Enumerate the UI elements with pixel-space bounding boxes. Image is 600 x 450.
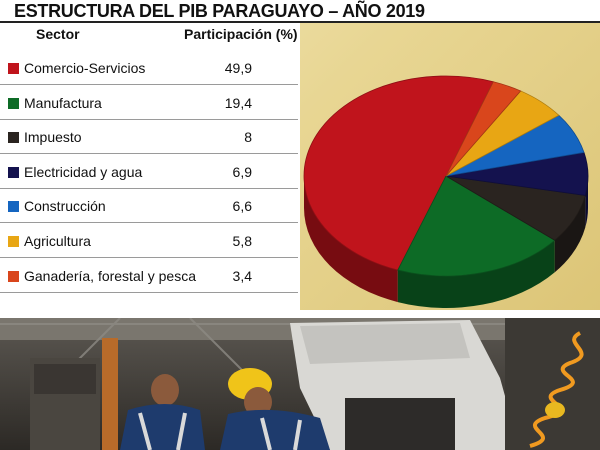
row-divider [0, 291, 298, 293]
column-header-sector: Sector [36, 26, 80, 42]
legend-table: Sector Participación (%) Comercio-Servic… [0, 23, 300, 310]
sector-label: Comercio-Servicios [24, 60, 146, 76]
chart-title: ESTRUCTURA DEL PIB PARAGUAYO – AÑO 2019 [14, 1, 425, 21]
factory-workers-photo [0, 318, 600, 450]
legend-swatch [8, 236, 19, 247]
sector-label: Construcción [24, 198, 106, 215]
sector-label: Agricultura [24, 233, 91, 249]
table-row: Electricidad y agua 6,9 [0, 155, 298, 189]
row-divider [0, 118, 298, 120]
participation-value: 8 [244, 129, 252, 146]
pie-slice [303, 75, 494, 271]
participation-value: 3,4 [232, 267, 252, 284]
participation-value: 6,6 [232, 198, 252, 215]
table-row: Agricultura 5,8 [0, 224, 298, 258]
row-divider [0, 257, 298, 258]
workers-photo-icon [0, 318, 600, 450]
pie-slice-side [585, 176, 588, 228]
participation-value: 19,4 [224, 94, 252, 111]
pie-chart-area [300, 46, 600, 333]
sector-label: Impuesto [24, 129, 82, 146]
legend-swatch [8, 166, 19, 178]
table-row: Impuesto 8 [0, 120, 298, 155]
participation-value: 6,9 [232, 163, 252, 180]
legend-swatch [8, 270, 19, 282]
sector-label: Electricidad y agua [24, 163, 143, 180]
legend-swatch [8, 132, 19, 144]
participation-value: 49,9 [224, 60, 252, 76]
column-header-participation: Participación (%) [184, 26, 298, 42]
pie-slice-side [304, 176, 398, 303]
legend-swatch [8, 97, 19, 109]
row-divider [0, 222, 298, 224]
sector-label: Ganadería, forestal y pesca [24, 267, 196, 284]
pie-slice [445, 81, 522, 177]
legend-swatch [8, 63, 19, 74]
sector-label: Manufactura [24, 94, 102, 111]
row-divider [0, 84, 298, 85]
title-bar: ESTRUCTURA DEL PIB PARAGUAYO – AÑO 2019 [0, 0, 600, 23]
pie-slice-side [554, 195, 586, 273]
row-divider [0, 187, 298, 189]
title-divider [0, 21, 600, 23]
table-row: Ganadería, forestal y pesca 3,4 [0, 259, 298, 293]
participation-value: 5,8 [232, 233, 252, 249]
pie-slice-side [397, 240, 555, 308]
table-row: Manufactura 19,4 [0, 86, 298, 120]
legend-swatch [8, 201, 19, 213]
pie-chart [303, 75, 589, 308]
chart-panel: Sector Participación (%) Comercio-Servic… [0, 23, 600, 310]
row-divider [0, 153, 298, 155]
table-row: Construcción 6,6 [0, 189, 298, 224]
table-row: Comercio-Servicios 49,9 [0, 51, 298, 85]
pie-slice [397, 175, 556, 277]
